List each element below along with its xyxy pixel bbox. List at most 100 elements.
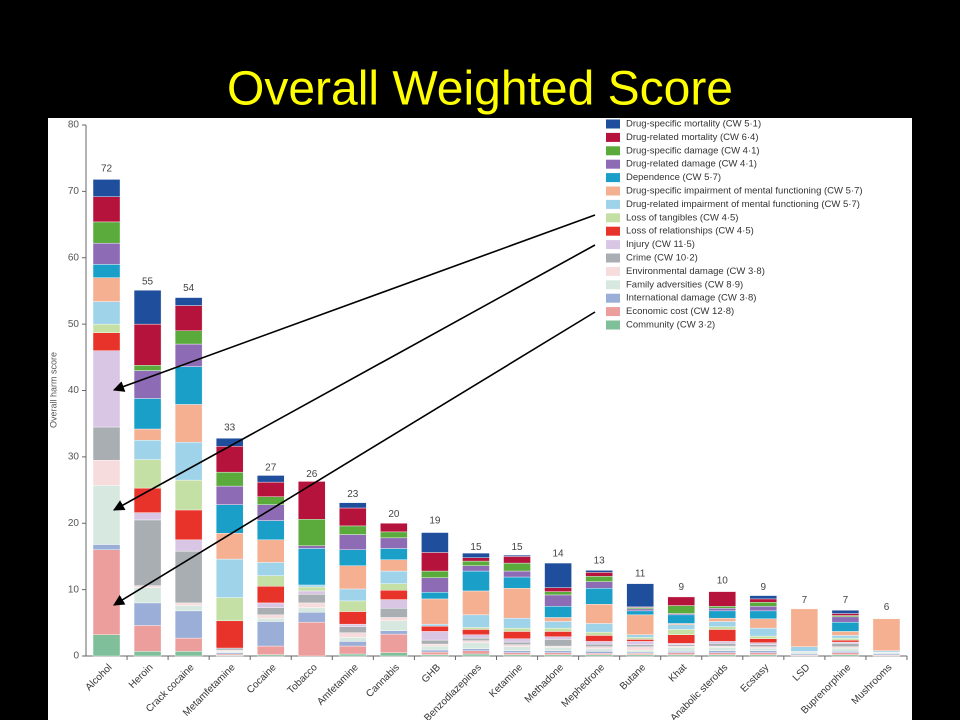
legend-swatch [606,280,620,290]
total-label: 15 [470,542,482,553]
bar-segment [749,638,778,643]
bar-segment [380,570,408,584]
total-label: 7 [843,595,849,606]
bar-segment [749,650,778,653]
legend-swatch [606,119,620,129]
bar-segment [503,562,531,572]
legend-label: Injury (CW 11·5) [626,239,695,250]
bar-segment [667,647,695,652]
bar-segment [749,610,778,620]
bar-segment [298,481,326,520]
bar-segment [544,591,572,596]
y-tick-label: 40 [68,385,80,396]
bar-segment [708,652,736,655]
bar-segment [749,598,778,603]
y-tick-label: 0 [73,651,79,662]
bar-segment [339,626,367,633]
bar-segment [831,652,860,655]
bar-segment [380,608,408,618]
bar-segment [462,629,490,635]
legend-label: Loss of relationships (CW 4·5) [626,226,754,237]
bar-segment [215,533,244,560]
bar-segment [133,585,162,588]
bar-segment [626,649,654,653]
bar-segment [667,634,695,644]
bar-segment [339,645,367,655]
arrow [113,311,596,606]
bar-segment [339,611,367,625]
bar-segment [831,610,860,614]
bar-segment [585,648,613,652]
bar-segment [544,636,572,640]
bar-segment [92,459,121,486]
bar-segment [749,627,778,637]
bar-segment [92,332,121,351]
bar-segment [298,584,326,588]
total-label: 26 [306,469,318,480]
legend-swatch [606,199,620,209]
bar-segment [133,651,162,657]
bar-segment [544,617,572,622]
bar-segment [174,610,203,639]
bar-segment [585,588,613,605]
bar-segment [749,606,778,612]
bar-segment [831,639,860,643]
bar-segment [749,644,778,647]
bar-segment [421,643,449,647]
bar-segment [257,602,285,608]
bar-segment [257,607,285,616]
bar-segment [380,559,408,572]
bar-segment [380,633,408,653]
legend-swatch [606,253,620,263]
bar-segment [462,570,490,592]
bar-segment [749,602,778,607]
legend-label: Drug-related mortality (CW 6·4) [626,132,759,143]
bar-segment [380,531,408,539]
bar-segment [174,602,203,606]
bar-segment [462,637,490,641]
bar-segment [831,637,860,641]
bar-segment [503,650,531,653]
bar-segment [421,532,449,553]
legend-label: Drug-specific damage (CW 4·1) [626,145,760,156]
total-label: 6 [884,602,890,613]
bar-segment [421,639,449,645]
bar-segment [503,644,531,647]
bar-segment [585,581,613,589]
bar-segment [544,587,572,592]
bar-segment [462,565,490,572]
bar-segment [790,651,819,655]
slide-title: Overall Weighted Score [227,63,733,116]
total-label: 54 [183,283,195,294]
total-label: 72 [101,164,113,175]
bar-segment [667,624,695,630]
bar-segment [626,634,654,638]
bar-segment [133,602,162,626]
legend-label: Family adversities (CW 8·9) [626,279,743,290]
bar-segment [380,652,408,657]
bar-segment [503,570,531,578]
bar-segment [708,610,736,619]
bar-segment [503,638,531,643]
bar-segment [667,605,695,614]
bar-segment [339,534,367,551]
bar-segment [585,572,613,577]
legend-swatch [606,186,620,196]
bar-segment [708,591,736,607]
total-label: 7 [802,595,808,606]
bar-segment [503,627,531,632]
total-label: 13 [594,555,606,566]
bar-segment [421,623,449,627]
bar-segment [339,641,367,647]
bar-segment [92,544,121,550]
legend-label: Drug-specific impairment of mental funct… [626,186,863,197]
bar-segment [708,650,736,653]
bar-segment [462,653,490,657]
bar-segment [790,608,819,647]
total-label: 9 [678,582,684,593]
bar-segment [339,507,367,527]
bar-segment [215,558,244,598]
bar-segment [503,646,531,651]
bar-segment [257,539,285,563]
bar-segment [298,611,326,623]
